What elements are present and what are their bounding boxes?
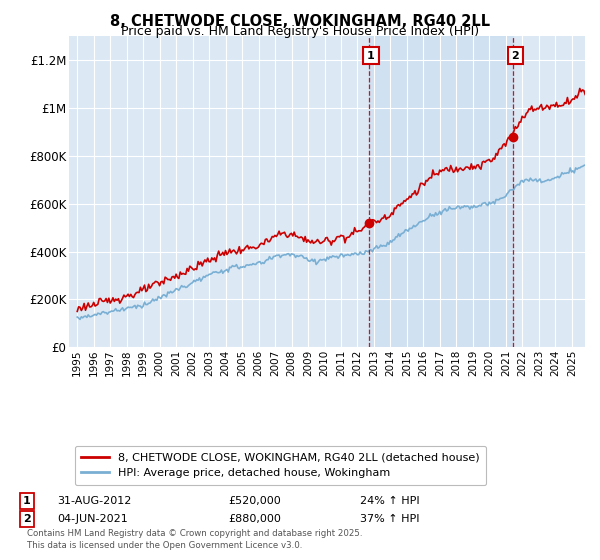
Text: 1: 1 <box>23 496 31 506</box>
Text: Price paid vs. HM Land Registry's House Price Index (HPI): Price paid vs. HM Land Registry's House … <box>121 25 479 38</box>
Text: 2: 2 <box>23 514 31 524</box>
Text: Contains HM Land Registry data © Crown copyright and database right 2025.
This d: Contains HM Land Registry data © Crown c… <box>27 529 362 550</box>
Text: 37% ↑ HPI: 37% ↑ HPI <box>360 514 419 524</box>
Text: 31-AUG-2012: 31-AUG-2012 <box>57 496 131 506</box>
Bar <box>368 36 513 347</box>
Text: £880,000: £880,000 <box>228 514 281 524</box>
Text: 24% ↑ HPI: 24% ↑ HPI <box>360 496 419 506</box>
Text: 2: 2 <box>511 50 519 60</box>
Text: 8, CHETWODE CLOSE, WOKINGHAM, RG40 2LL: 8, CHETWODE CLOSE, WOKINGHAM, RG40 2LL <box>110 14 490 29</box>
Text: £520,000: £520,000 <box>228 496 281 506</box>
Legend: 8, CHETWODE CLOSE, WOKINGHAM, RG40 2LL (detached house), HPI: Average price, det: 8, CHETWODE CLOSE, WOKINGHAM, RG40 2LL (… <box>74 446 486 485</box>
Text: 1: 1 <box>367 50 375 60</box>
Text: 04-JUN-2021: 04-JUN-2021 <box>57 514 128 524</box>
